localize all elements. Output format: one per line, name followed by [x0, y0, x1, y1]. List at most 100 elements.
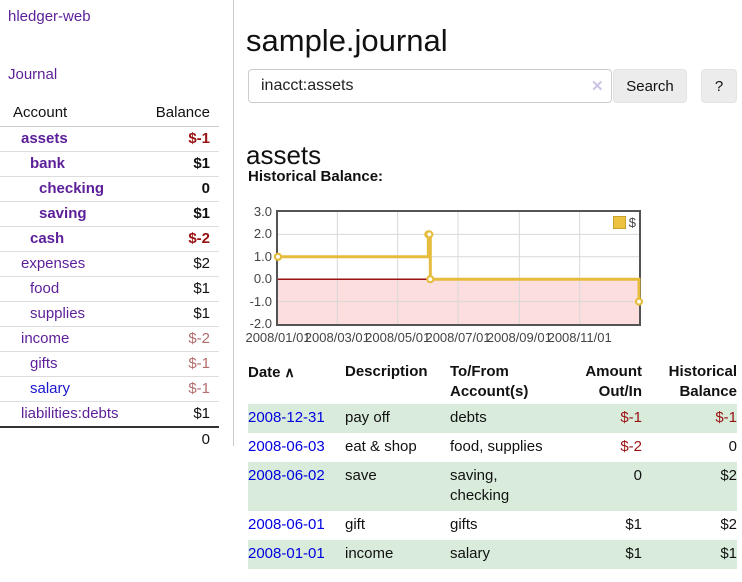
- legend-swatch-icon: [612, 216, 626, 229]
- account-row: income $-2: [0, 326, 219, 352]
- account-link-cash[interactable]: cash: [30, 230, 65, 247]
- transaction-accounts: salary: [450, 545, 491, 562]
- help-button[interactable]: ?: [701, 69, 737, 103]
- account-row: gifts $-1: [0, 351, 219, 377]
- transaction-accounts: gifts: [450, 516, 478, 533]
- account-row: salary $-1: [0, 376, 219, 402]
- x-axis-tick-label: 2008/03/01: [304, 330, 370, 345]
- account-balance: $-1: [142, 126, 219, 152]
- legend-label: $: [628, 215, 636, 230]
- accounts-header-row: Account Balance: [0, 100, 219, 127]
- account-link-salary[interactable]: salary: [30, 380, 71, 397]
- sort-ascending-icon: ∧: [284, 364, 295, 380]
- account-row: liabilities:debts $1: [0, 401, 219, 427]
- y-axis-tick-label: -1.0: [249, 293, 272, 309]
- account-balance: $2: [142, 251, 219, 277]
- date-header-label: Date: [248, 364, 281, 381]
- transaction-balance: $2: [720, 467, 737, 484]
- transaction-description: income: [345, 545, 394, 562]
- account-balance: $1: [142, 201, 219, 227]
- account-balance: $-2: [142, 226, 219, 252]
- register-table: Date ∧ Description To/From Account(s) Amo…: [248, 360, 737, 569]
- transaction-amount: $-2: [620, 438, 642, 455]
- chart-plot-area: $: [273, 210, 644, 326]
- account-balance: $1: [142, 276, 219, 302]
- account-row: checking 0: [0, 176, 219, 202]
- transaction-date-link[interactable]: 2008-01-01: [248, 545, 325, 562]
- x-axis-tick-label: 2008/05/01: [365, 330, 431, 345]
- account-heading: assets: [246, 139, 322, 170]
- account-link-saving[interactable]: saving: [39, 205, 87, 222]
- transaction-date-link[interactable]: 2008-06-02: [248, 467, 325, 484]
- transaction-date-link[interactable]: 2008-12-31: [248, 409, 325, 426]
- account-link-supplies[interactable]: supplies: [30, 305, 86, 322]
- transaction-row: 2008-06-01 gift gifts $1 $2: [248, 511, 737, 540]
- transaction-date-link[interactable]: 2008-06-03: [248, 438, 325, 455]
- accounts-total-balance: 0: [142, 426, 219, 452]
- accounts-table: Account Balance assets $-1 bank $1 check…: [0, 100, 219, 452]
- clear-search-icon[interactable]: ✕: [591, 78, 604, 95]
- account-row: food $1: [0, 276, 219, 302]
- register-header-row: Date ∧ Description To/From Account(s) Amo…: [248, 360, 737, 404]
- y-axis-tick-label: 2.0: [253, 226, 272, 242]
- chart-canvas: [273, 212, 644, 324]
- y-axis-tick-label: 1.0: [253, 248, 272, 264]
- account-balance: $-1: [142, 376, 219, 402]
- historical-balance-chart: 3.0 2.0 1.0 0.0 -1.0 -2.0 $ 2008/01/01 2008/03…: [243, 202, 663, 350]
- transaction-date-link[interactable]: 2008-06-01: [248, 516, 325, 533]
- account-row: bank $1: [0, 151, 219, 177]
- search-button[interactable]: Search: [613, 69, 687, 103]
- transaction-amount: 0: [633, 467, 642, 484]
- brand-link[interactable]: hledger-web: [8, 8, 91, 25]
- account-balance: $1: [142, 401, 219, 427]
- account-row: assets $-1: [0, 126, 219, 152]
- account-balance: $1: [142, 301, 219, 327]
- column-header-amount: Amount Out/In: [585, 363, 642, 400]
- chart-legend: $: [612, 215, 636, 230]
- transaction-balance: $2: [720, 516, 737, 533]
- account-balance: $-1: [142, 351, 219, 377]
- transaction-balance: 0: [728, 438, 737, 455]
- transaction-accounts: food, supplies: [450, 438, 543, 455]
- transaction-accounts: saving, checking: [450, 467, 510, 504]
- transaction-description: eat & shop: [345, 438, 417, 455]
- sidebar-item-journal[interactable]: Journal: [8, 66, 58, 83]
- column-header-date[interactable]: Date ∧: [248, 360, 345, 404]
- account-row: cash $-2: [0, 226, 219, 252]
- account-link-gifts[interactable]: gifts: [30, 355, 58, 372]
- account-link-assets[interactable]: assets: [21, 130, 68, 147]
- account-row: saving $1: [0, 201, 219, 227]
- transaction-amount: $-1: [620, 409, 642, 426]
- account-balance: 0: [142, 176, 219, 202]
- page-title: sample.journal: [246, 22, 448, 58]
- account-link-food[interactable]: food: [30, 280, 60, 297]
- accounts-total-row: 0: [0, 426, 219, 452]
- x-axis-tick-label: 2008/01/01: [245, 330, 311, 345]
- account-link-income[interactable]: income: [21, 330, 70, 347]
- transaction-description: save: [345, 467, 377, 484]
- transaction-description: gift: [345, 516, 366, 533]
- x-axis-tick-label: 2008/09/01: [486, 330, 552, 345]
- transaction-amount: $1: [625, 516, 642, 533]
- account-row: expenses $2: [0, 251, 219, 277]
- transaction-amount: $1: [625, 545, 642, 562]
- transaction-balance: $1: [720, 545, 737, 562]
- chart-title: Historical Balance:: [248, 168, 384, 185]
- account-balance: $1: [142, 151, 219, 177]
- account-link-checking[interactable]: checking: [39, 180, 105, 197]
- x-axis-tick-label: 2008/07/01: [425, 330, 491, 345]
- transaction-balance: $-1: [715, 409, 737, 426]
- column-header-historical: Historical Balance: [668, 363, 737, 400]
- transaction-row: 2008-01-01 income salary $1 $1: [248, 540, 737, 569]
- account-link-expenses[interactable]: expenses: [21, 255, 86, 272]
- transaction-row: 2008-12-31 pay off debts $-1 $-1: [248, 404, 737, 433]
- transaction-row: 2008-06-02 save saving, checking 0 $2: [248, 462, 737, 511]
- account-link-bank[interactable]: bank: [30, 155, 66, 172]
- search-input[interactable]: [248, 69, 612, 103]
- account-column-header: Account: [0, 100, 143, 127]
- transaction-row: 2008-06-03 eat & shop food, supplies $-2…: [248, 433, 737, 462]
- transaction-accounts: debts: [450, 409, 487, 426]
- account-link-liabilities-debts[interactable]: liabilities:debts: [21, 405, 119, 422]
- sidebar: hledger-web Journal Account Balance asse…: [0, 0, 234, 452]
